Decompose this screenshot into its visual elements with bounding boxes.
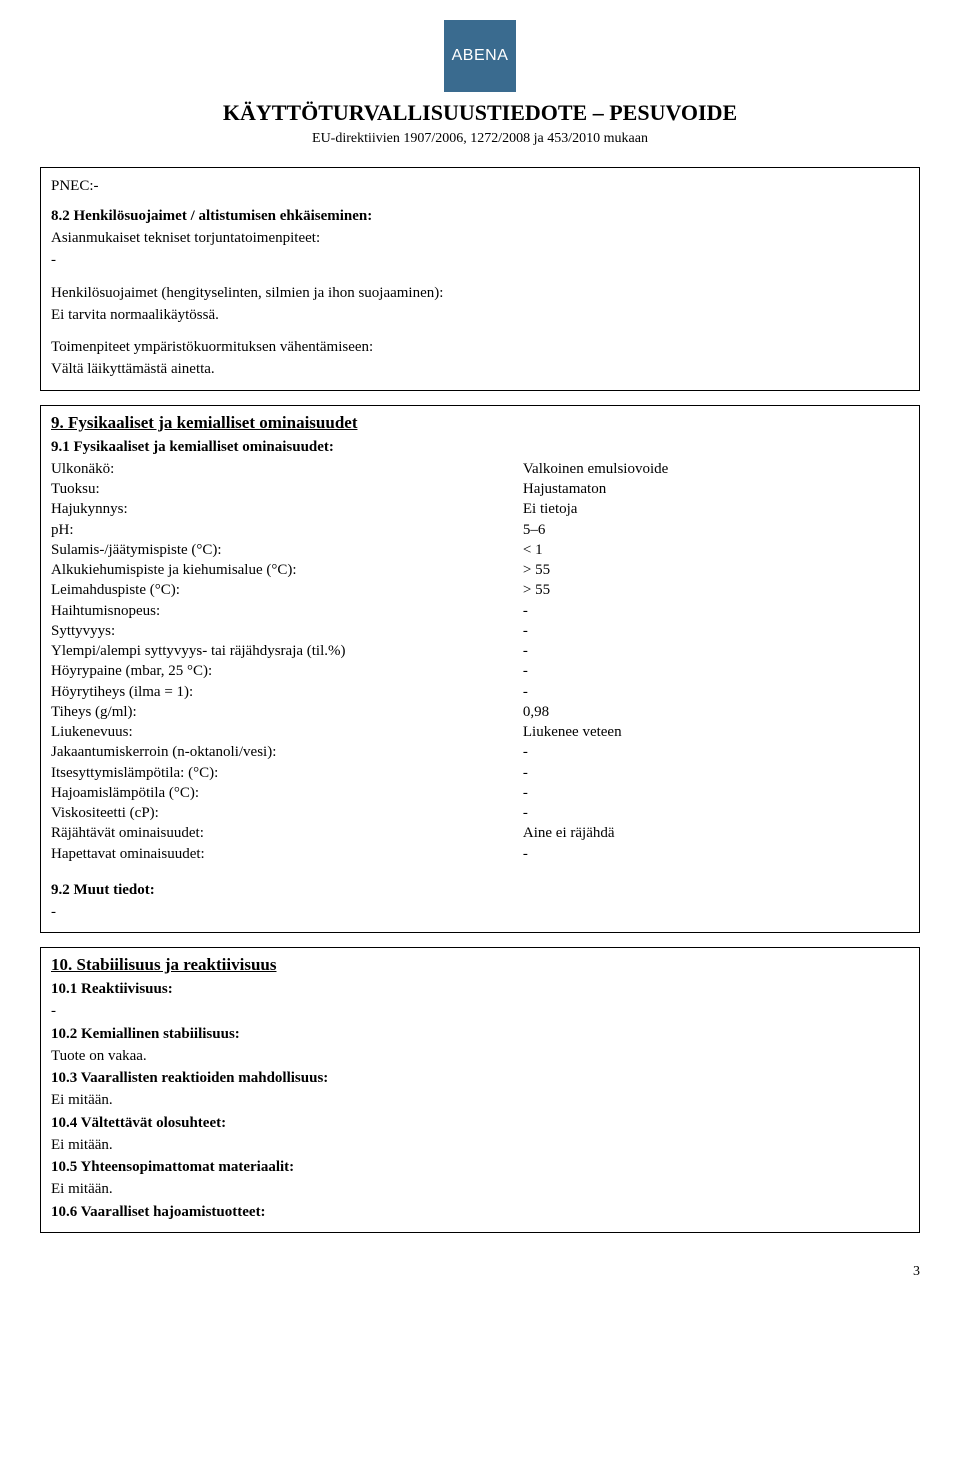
s8-technical-label: Asianmukaiset tekniset torjuntatoimenpit… <box>51 228 909 248</box>
property-value: - <box>523 742 909 762</box>
logo-text: ABENA <box>452 45 509 67</box>
property-label: pH: <box>51 520 523 540</box>
abena-logo: ABENA <box>444 20 516 92</box>
property-row: Hajoamislämpötila (°C): - <box>51 783 909 803</box>
s10-1-heading: 10.1 Reaktiivisuus: <box>51 979 909 999</box>
property-label: Sulamis-/jäätymispiste (°C): <box>51 540 523 560</box>
pnec-line: PNEC:- <box>51 176 909 196</box>
property-value: Aine ei räjähdä <box>523 823 909 843</box>
property-row: Haihtumisnopeus:- <box>51 601 909 621</box>
property-value: - <box>523 641 909 661</box>
property-label: Jakaantumiskerroin (n-oktanoli/vesi): <box>51 742 523 762</box>
property-row: Tuoksu:Hajustamaton <box>51 479 909 499</box>
section-9-heading: 9. Fysikaaliset ja kemialliset ominaisuu… <box>51 412 909 435</box>
property-row: Tiheys (g/ml):0,98 <box>51 702 909 722</box>
s10-4-heading: 10.4 Vältettävät olosuhteet: <box>51 1113 909 1133</box>
document-title: KÄYTTÖTURVALLISUUSTIEDOTE – PESUVOIDE <box>40 98 920 128</box>
section-9-2-value: - <box>51 902 909 922</box>
property-label: Hajoamislämpötila (°C): <box>51 783 523 803</box>
property-value: - <box>523 601 909 621</box>
property-value: Hajustamaton <box>523 479 909 499</box>
s10-6-heading: 10.6 Vaaralliset hajoamistuotteet: <box>51 1202 909 1222</box>
property-label: Alkukiehumispiste ja kiehumisalue (°C): <box>51 560 523 580</box>
property-label: Viskositeetti (cP): <box>51 803 523 823</box>
property-value: Ei tietoja <box>523 499 909 519</box>
property-value: - <box>523 621 909 641</box>
property-value: > 55 <box>523 560 909 580</box>
property-label: Leimahduspiste (°C): <box>51 580 523 600</box>
property-label: Haihtumisnopeus: <box>51 601 523 621</box>
section-10-box: 10. Stabiilisuus ja reaktiivisuus 10.1 R… <box>40 947 920 1233</box>
s10-2-heading: 10.2 Kemiallinen stabiilisuus: <box>51 1024 909 1044</box>
s8-technical-value: - <box>51 250 909 270</box>
s8-ppe-label: Henkilösuojaimet (hengityselinten, silmi… <box>51 283 909 303</box>
property-row: Hapettavat ominaisuudet:- <box>51 844 909 864</box>
property-value: - <box>523 783 909 803</box>
property-label: Hajukynnys: <box>51 499 523 519</box>
property-label: Liukenevuus: <box>51 722 523 742</box>
property-value: - <box>523 763 909 783</box>
property-label: Hapettavat ominaisuudet: <box>51 844 523 864</box>
s10-2-value: Tuote on vakaa. <box>51 1046 909 1066</box>
property-label: Tiheys (g/ml): <box>51 702 523 722</box>
property-row: Hajukynnys:Ei tietoja <box>51 499 909 519</box>
property-label: Syttyvyys: <box>51 621 523 641</box>
property-row: Höyrypaine (mbar, 25 °C):- <box>51 661 909 681</box>
property-label: Tuoksu: <box>51 479 523 499</box>
property-label: Itsesyttymislämpötila: (°C): <box>51 763 523 783</box>
property-label: Räjähtävät ominaisuudet: <box>51 823 523 843</box>
section-9-1-heading: 9.1 Fysikaaliset ja kemialliset ominaisu… <box>51 437 909 457</box>
property-value: Liukenee veteen <box>523 722 909 742</box>
section-9-2-heading: 9.2 Muut tiedot: <box>51 880 909 900</box>
property-value: > 55 <box>523 580 909 600</box>
s8-env-label: Toimenpiteet ympäristökuormituksen vähen… <box>51 337 909 357</box>
property-row: Sulamis-/jäätymispiste (°C):< 1 <box>51 540 909 560</box>
document-subtitle: EU-direktiivien 1907/2006, 1272/2008 ja … <box>40 130 920 149</box>
property-value: - <box>523 844 909 864</box>
s10-1-value: - <box>51 1001 909 1021</box>
property-value: 5–6 <box>523 520 909 540</box>
property-row: Itsesyttymislämpötila: (°C): - <box>51 763 909 783</box>
property-label: Ylempi/alempi syttyvyys- tai räjähdysraj… <box>51 641 523 661</box>
s10-3-value: Ei mitään. <box>51 1090 909 1110</box>
property-row: Ulkonäkö:Valkoinen emulsiovoide <box>51 459 909 479</box>
property-value: Valkoinen emulsiovoide <box>523 459 909 479</box>
property-label: Höyrytiheys (ilma = 1): <box>51 682 523 702</box>
s10-4-value: Ei mitään. <box>51 1135 909 1155</box>
property-row: Höyrytiheys (ilma = 1):- <box>51 682 909 702</box>
property-value: < 1 <box>523 540 909 560</box>
section-9-box: 9. Fysikaaliset ja kemialliset ominaisuu… <box>40 405 920 934</box>
s10-3-heading: 10.3 Vaarallisten reaktioiden mahdollisu… <box>51 1068 909 1088</box>
properties-table: Ulkonäkö:Valkoinen emulsiovoideTuoksu:Ha… <box>51 459 909 864</box>
property-row: Viskositeetti (cP): - <box>51 803 909 823</box>
s8-ppe-value: Ei tarvita normaalikäytössä. <box>51 305 909 325</box>
property-row: Liukenevuus:Liukenee veteen <box>51 722 909 742</box>
s10-5-heading: 10.5 Yhteensopimattomat materiaalit: <box>51 1157 909 1177</box>
section-8-box: PNEC:- 8.2 Henkilösuojaimet / altistumis… <box>40 167 920 391</box>
page-number: 3 <box>40 1263 920 1282</box>
property-row: Ylempi/alempi syttyvyys- tai räjähdysraj… <box>51 641 909 661</box>
property-row: Alkukiehumispiste ja kiehumisalue (°C):>… <box>51 560 909 580</box>
property-value: - <box>523 682 909 702</box>
property-row: Syttyvyys:- <box>51 621 909 641</box>
property-label: Höyrypaine (mbar, 25 °C): <box>51 661 523 681</box>
property-label: Ulkonäkö: <box>51 459 523 479</box>
property-value: - <box>523 803 909 823</box>
s10-5-value: Ei mitään. <box>51 1179 909 1199</box>
property-row: pH:5–6 <box>51 520 909 540</box>
property-value: - <box>523 661 909 681</box>
s8-env-value: Vältä läikyttämästä ainetta. <box>51 359 909 379</box>
section-10-heading: 10. Stabiilisuus ja reaktiivisuus <box>51 954 909 977</box>
property-row: Leimahduspiste (°C):> 55 <box>51 580 909 600</box>
section-8-2-heading: 8.2 Henkilösuojaimet / altistumisen ehkä… <box>51 206 909 226</box>
property-row: Räjähtävät ominaisuudet:Aine ei räjähdä <box>51 823 909 843</box>
property-value: 0,98 <box>523 702 909 722</box>
property-row: Jakaantumiskerroin (n-oktanoli/vesi): - <box>51 742 909 762</box>
